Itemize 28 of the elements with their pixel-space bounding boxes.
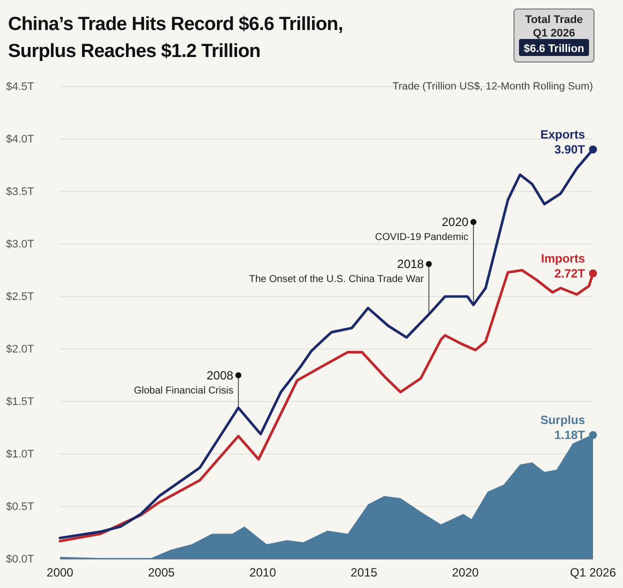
x-tick-label: 2015: [350, 565, 378, 580]
y-tick-label: $1.0T: [6, 448, 34, 461]
text: Total Trade Q1 2026 $6.6 Trillion: [524, 14, 585, 55]
series-label: Exports: [540, 128, 586, 142]
x-tick-label: Q1 2026: [570, 565, 616, 580]
x-tick-label: 2010: [249, 565, 276, 580]
series-label: Imports: [540, 251, 586, 266]
annotation: 2008 Global Financial Crisis: [134, 368, 234, 396]
y-tick-label: $3.5T: [6, 186, 34, 198]
x-tick-label: 2005: [148, 565, 175, 580]
y-tick-label: $1.5T: [6, 396, 34, 408]
y-tick-label: $4.0T: [6, 134, 34, 146]
y-tick-label: $0.0T: [6, 554, 34, 566]
x-tick-label: 2020: [452, 565, 479, 580]
y-tick-label: $0.5T: [6, 501, 34, 514]
x-tick-label: 2000: [46, 565, 74, 580]
y-axis-title: Trade (Trillion US$, 12-Month Rolling Sum): [392, 80, 593, 92]
y-tick-label: $2.5T: [6, 291, 34, 304]
annotation: 2018 The Onset of the U.S. China Trade War: [249, 256, 424, 285]
annotation: 2020 COVID-19 Pandemic: [375, 214, 469, 243]
y-tick-label: $2.0T: [6, 344, 34, 356]
data-label: 3.90T: [554, 142, 586, 156]
y-tick-label: $4.5T: [6, 81, 34, 94]
y-tick-label: $3.0T: [6, 238, 34, 251]
series-label: Surplus: [540, 413, 586, 428]
data-label: 1.18T: [554, 428, 586, 442]
data-label: 2.72T: [554, 266, 586, 280]
chart-title: China’s Trade Hits Record $6.6 Trillion, Surplus Reaches $1.2 Trillion: [8, 14, 344, 62]
